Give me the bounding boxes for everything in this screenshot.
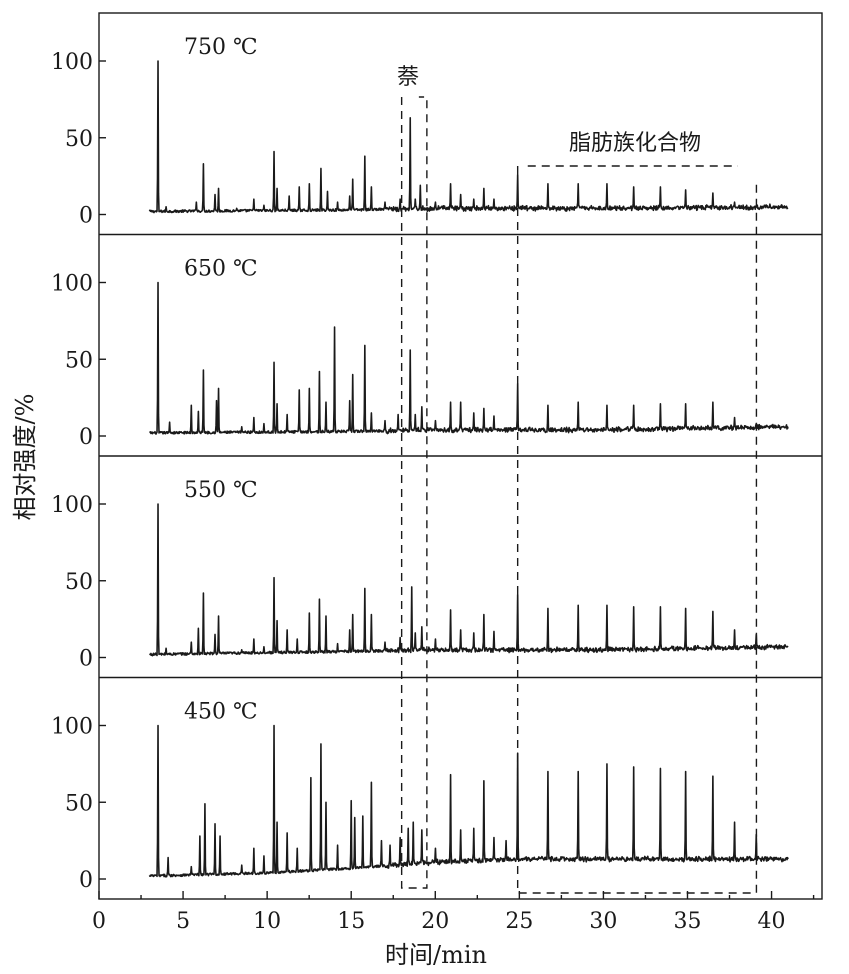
y-tick-label: 100 [51, 493, 93, 518]
y-axes: 0 50 100 0 50 100 0 50 100 0 50 100 [51, 50, 106, 893]
x-tick-label: 0 [92, 909, 106, 934]
chromatogram-trace [149, 503, 789, 657]
x-tick-label: 20 [421, 909, 449, 934]
panel-0: 750 ℃ [148, 35, 789, 214]
chromatogram-trace [148, 724, 789, 878]
panel-temperature-label: 750 ℃ [184, 35, 258, 60]
plot-frame [98, 12, 823, 900]
y-tick-label: 50 [65, 791, 93, 816]
x-tick-label: 40 [758, 909, 786, 934]
panel-dividers [99, 233, 822, 679]
y-tick-label: 50 [65, 348, 93, 373]
panel-1: 650 ℃ [149, 257, 789, 435]
x-tick-label: 30 [589, 909, 617, 934]
x-tick-label: 15 [337, 909, 365, 934]
x-tick-label: 5 [176, 909, 190, 934]
naphthalene-region-bracket [400, 96, 428, 889]
y-tick-label: 0 [79, 868, 93, 893]
y-tick-label: 50 [65, 127, 93, 152]
panels-group: 750 ℃ 650 ℃ 550 ℃ 450 ℃ [148, 35, 789, 878]
x-axis-title: 时间/min [385, 941, 487, 969]
panel-temperature-label: 450 ℃ [184, 700, 258, 725]
panel-3: 450 ℃ [148, 700, 789, 878]
y-tick-label: 0 [79, 204, 93, 229]
y-axis-title: 相对强度/% [11, 394, 39, 521]
y-tick-label: 50 [65, 570, 93, 595]
naphthalene-label: 萘 [397, 65, 419, 90]
y-tick-label: 0 [79, 647, 93, 672]
chromatogram-trace [149, 281, 789, 435]
aliphatic-compounds-label: 脂肪族化合物 [569, 131, 701, 156]
y-tick-label: 100 [51, 50, 93, 75]
panel-2: 550 ℃ [149, 478, 789, 657]
panel-temperature-label: 650 ℃ [184, 257, 258, 282]
x-tick-label: 35 [673, 909, 701, 934]
x-tick-label: 10 [253, 909, 281, 934]
x-axis: 0 5 10 15 20 25 30 35 40 [92, 891, 815, 934]
annotations-group [400, 96, 758, 894]
y-tick-label: 100 [51, 715, 93, 740]
x-tick-label: 25 [505, 909, 533, 934]
panel-temperature-label: 550 ℃ [184, 478, 258, 503]
y-tick-label: 100 [51, 272, 93, 297]
aliphatic-region-bracket [516, 166, 758, 894]
y-tick-label: 0 [79, 425, 93, 450]
chromatogram-trace [148, 60, 789, 214]
